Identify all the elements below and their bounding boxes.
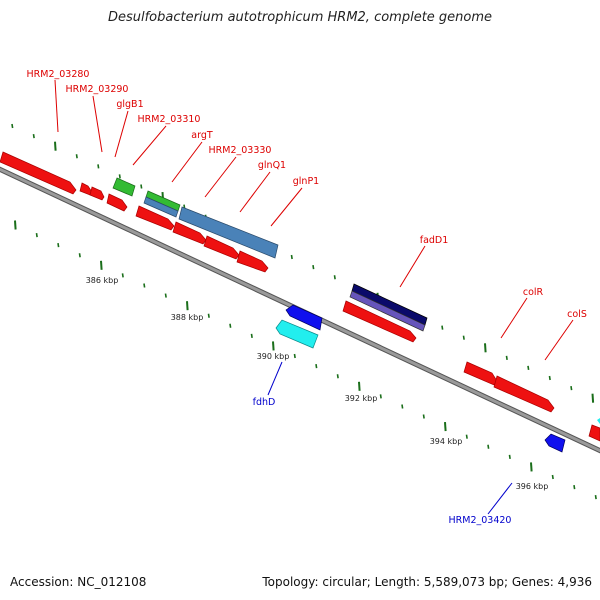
gene-glnp1[interactable] <box>172 221 207 245</box>
gene-glnq1[interactable] <box>135 205 175 231</box>
label-colr[interactable]: colR <box>523 287 544 298</box>
tick-mark <box>591 393 595 403</box>
tick-mark <box>290 254 293 260</box>
label-hrm2-03420[interactable]: HRM2_03420 <box>449 515 512 526</box>
gene-cols[interactable] <box>493 375 555 413</box>
tick-mark <box>401 404 404 409</box>
label-fdhd[interactable]: fdhD <box>253 397 276 408</box>
tick-mark <box>78 253 81 258</box>
tick-mark <box>505 355 508 360</box>
accession-text: Accession: NC_012108 <box>10 575 147 589</box>
tick-mark <box>57 243 60 248</box>
label-hrm2-03280[interactable]: HRM2_03280 <box>27 69 90 80</box>
tick-mark <box>14 220 17 230</box>
gene-hrm2-03420[interactable] <box>544 433 566 453</box>
gene-fdhd-upper[interactable] <box>285 304 323 331</box>
label-cols[interactable]: colS <box>567 309 587 320</box>
scale-label-392: 392 kbp <box>345 394 378 403</box>
tick-mark <box>272 341 275 351</box>
tick-mark <box>570 385 573 391</box>
tick-mark <box>548 375 551 381</box>
tick-mark <box>484 343 487 353</box>
tick-mark <box>594 495 597 500</box>
tick-mark <box>229 323 232 328</box>
label-glgb1[interactable]: glgB1 <box>116 99 143 110</box>
tick-mark <box>530 462 533 472</box>
gene-red-edge[interactable] <box>588 424 600 442</box>
tick-mark <box>186 301 189 311</box>
label-hrm2-03290[interactable]: HRM2_03290 <box>66 84 129 95</box>
tick-mark <box>508 454 511 459</box>
label-fadd1[interactable]: fadD1 <box>420 235 449 246</box>
gene-argt[interactable] <box>143 190 181 218</box>
label-hrm2-03310[interactable]: HRM2_03310 <box>138 114 201 125</box>
tick-mark <box>312 265 315 270</box>
gene-cyan-edge[interactable] <box>597 418 600 424</box>
gene-label-leaders <box>54 79 574 515</box>
tick-mark <box>462 335 465 340</box>
scale-label-396: 396 kbp <box>516 482 549 491</box>
gene-fdhd[interactable] <box>275 319 319 349</box>
gene-label-texts: HRM2_03280 HRM2_03290 glgB1 HRM2_03310 a… <box>27 69 587 526</box>
tick-mark <box>551 474 554 480</box>
gene-hrm2-03330[interactable] <box>203 235 240 260</box>
scale-labels: 386 kbp 388 kbp 390 kbp 392 kbp 394 kbp … <box>86 276 549 491</box>
tick-mark <box>54 141 57 151</box>
gene-red-fadd[interactable] <box>342 300 417 343</box>
tick-mark <box>336 374 339 379</box>
tick-mark <box>465 434 468 439</box>
tick-mark <box>293 353 296 359</box>
gene-hrm2-03310[interactable] <box>178 206 279 259</box>
scale-label-394: 394 kbp <box>430 437 463 446</box>
tick-mark <box>573 484 576 490</box>
gene-green-1[interactable] <box>112 177 136 197</box>
tick-mark <box>143 283 146 288</box>
tick-mark <box>121 273 124 278</box>
tick-mark <box>333 275 336 280</box>
tick-mark <box>118 174 121 179</box>
tick-mark <box>444 422 447 432</box>
tick-mark <box>315 364 318 369</box>
tick-mark <box>379 394 382 399</box>
tick-mark <box>100 260 103 270</box>
tick-mark <box>35 232 38 238</box>
gene-fadd1[interactable] <box>349 283 428 332</box>
tick-mark <box>97 164 100 169</box>
map-title: Desulfobacterium autotrophicum HRM2, com… <box>107 10 493 25</box>
gene-hrm2-03280[interactable] <box>0 151 77 195</box>
gene-colr[interactable] <box>463 361 498 386</box>
gene-features <box>0 151 600 453</box>
tick-mark <box>358 381 361 391</box>
label-glnq1[interactable]: glnQ1 <box>258 160 286 171</box>
topology-text: Topology: circular; Length: 5,589,073 bp… <box>262 575 592 589</box>
tick-mark <box>487 444 490 449</box>
tick-mark <box>32 133 35 139</box>
tick-mark <box>441 325 444 330</box>
tick-mark <box>75 154 78 159</box>
tick-mark <box>207 313 210 318</box>
label-hrm2-03330[interactable]: HRM2_03330 <box>209 145 272 156</box>
gene-glgb1[interactable] <box>106 193 128 212</box>
label-argt[interactable]: argT <box>191 130 213 141</box>
tick-mark <box>140 184 143 189</box>
scale-label-386: 386 kbp <box>86 276 119 285</box>
tick-mark <box>527 365 530 371</box>
gene-red-small[interactable] <box>236 250 269 273</box>
scale-label-390: 390 kbp <box>257 352 290 361</box>
tick-mark <box>164 293 167 298</box>
label-glnp1[interactable]: glnP1 <box>293 176 319 187</box>
scale-label-388: 388 kbp <box>171 313 204 322</box>
tick-mark <box>11 123 14 129</box>
gene-hrm2-03290[interactable] <box>79 182 105 201</box>
tick-mark <box>422 414 425 419</box>
tick-mark <box>250 333 253 339</box>
